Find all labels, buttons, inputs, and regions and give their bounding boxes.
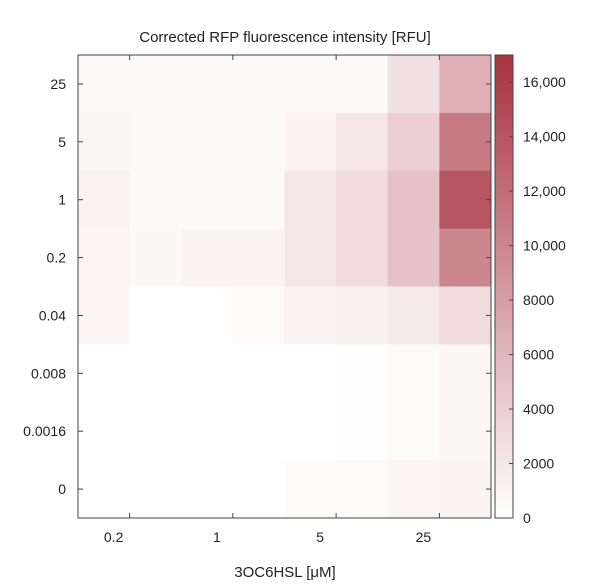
heatmap-cell [284,402,337,461]
heatmap-cell [78,112,131,172]
heatmap-cell [129,170,182,230]
heatmap-cell [336,55,389,114]
heatmap-cell [336,170,389,230]
heatmap-cell [232,228,285,287]
heatmap-cell [284,228,337,287]
heatmap-cell [284,170,337,230]
heatmap-cell [336,344,389,403]
heatmap-cell [129,460,182,519]
heatmap-cell [129,112,182,172]
heatmap-cell [284,112,337,172]
heatmap-cell [129,402,182,461]
heatmap-cell [387,228,440,287]
colorbar-tick-label: 16,000 [523,74,566,90]
heatmap-cell [387,112,440,172]
heatmap-cell [439,112,492,172]
x-tick-label: 0.2 [104,529,124,545]
y-tick-label: 0.008 [31,365,66,381]
heatmap-cell [439,55,492,114]
heatmap-cell [78,402,131,461]
heatmap-cell [387,170,440,230]
heatmap-cell [129,344,182,403]
y-tick-label: 25 [50,76,66,92]
heatmap-cell [232,170,285,230]
plot-frame [77,54,492,519]
heatmap-cell [129,286,182,345]
heatmap-cell [336,460,389,519]
heatmap-cell [284,55,337,114]
y-tick-label: 0.0016 [23,423,66,439]
heatmap-cell [232,460,285,519]
y-tick-label: 0.04 [39,307,66,323]
colorbar-tick-label: 2000 [523,456,554,472]
heatmap-cell [232,55,285,114]
heatmap-cell [181,402,234,461]
colorbar-tick-label: 14,000 [523,129,566,145]
x-tick-label: 5 [316,529,324,545]
heatmap-cell [181,460,234,519]
heatmap-cell [439,170,492,230]
colorbar-tick-label: 10,000 [523,238,566,254]
chart-title: Corrected RFP fluorescence intensity [RF… [139,29,431,46]
heatmap-cell [78,170,131,230]
heatmap-cell [181,170,234,230]
heatmap-cell [181,228,234,287]
colorbar-tick-label: 0 [523,510,531,526]
x-axis: 0.2 1 5 25 [104,55,440,545]
heatmap-cell [181,55,234,114]
heatmap-cell [336,228,389,287]
heatmap-cell [336,112,389,172]
heatmap-cell [336,286,389,345]
heatmap-cell [284,344,337,403]
heatmap-cell [129,228,182,287]
colorbar-axis: 0 2000 4000 6000 8000 10,000 12,000 14,000 16,00… [509,74,566,526]
heatmap-cell [336,402,389,461]
heatmap-cell [129,55,182,114]
heatmap-cell [387,286,440,345]
heatmap-cell [387,460,440,519]
y-tick-label: 1 [58,192,66,208]
x-tick-label: 25 [416,529,432,545]
heatmap-cell [232,344,285,403]
heatmap-cell [387,402,440,461]
heatmap-cell [181,112,234,172]
heatmap-cell [232,286,285,345]
y-tick-label: 5 [58,134,66,150]
heatmap-cell [439,344,492,403]
heatmap-cells [78,55,492,519]
heatmap-cell [387,55,440,114]
heatmap-cell [387,344,440,403]
heatmap-cell [439,402,492,461]
heatmap-cell [78,55,131,114]
heatmap-cell [284,286,337,345]
y-tick-label: 0.2 [47,250,67,266]
heatmap-cell [78,228,131,287]
heatmap-cell [439,228,492,287]
heatmap-cell [78,286,131,345]
heatmap-cell [78,460,131,519]
colorbar-tick-label: 4000 [523,401,554,417]
colorbar [494,54,514,519]
heatmap-cell [232,402,285,461]
heatmap-cell [181,286,234,345]
heatmap-cell [439,460,492,519]
heatmap-cell [78,344,131,403]
heatmap-cell [284,460,337,519]
colorbar-tick-label: 12,000 [523,183,566,199]
colorbar-tick-label: 8000 [523,292,554,308]
y-tick-label: 0 [58,481,66,497]
y-axis: 25 5 1 0.2 0.04 0.008 0.0016 0 [23,76,491,497]
heatmap-cell [232,112,285,172]
colorbar-tick-label: 6000 [523,347,554,363]
heatmap-cell [181,344,234,403]
heatmap-cell [439,286,492,345]
x-axis-label: 3OC6HSL [μM] [234,564,335,581]
x-tick-label: 1 [213,529,221,545]
